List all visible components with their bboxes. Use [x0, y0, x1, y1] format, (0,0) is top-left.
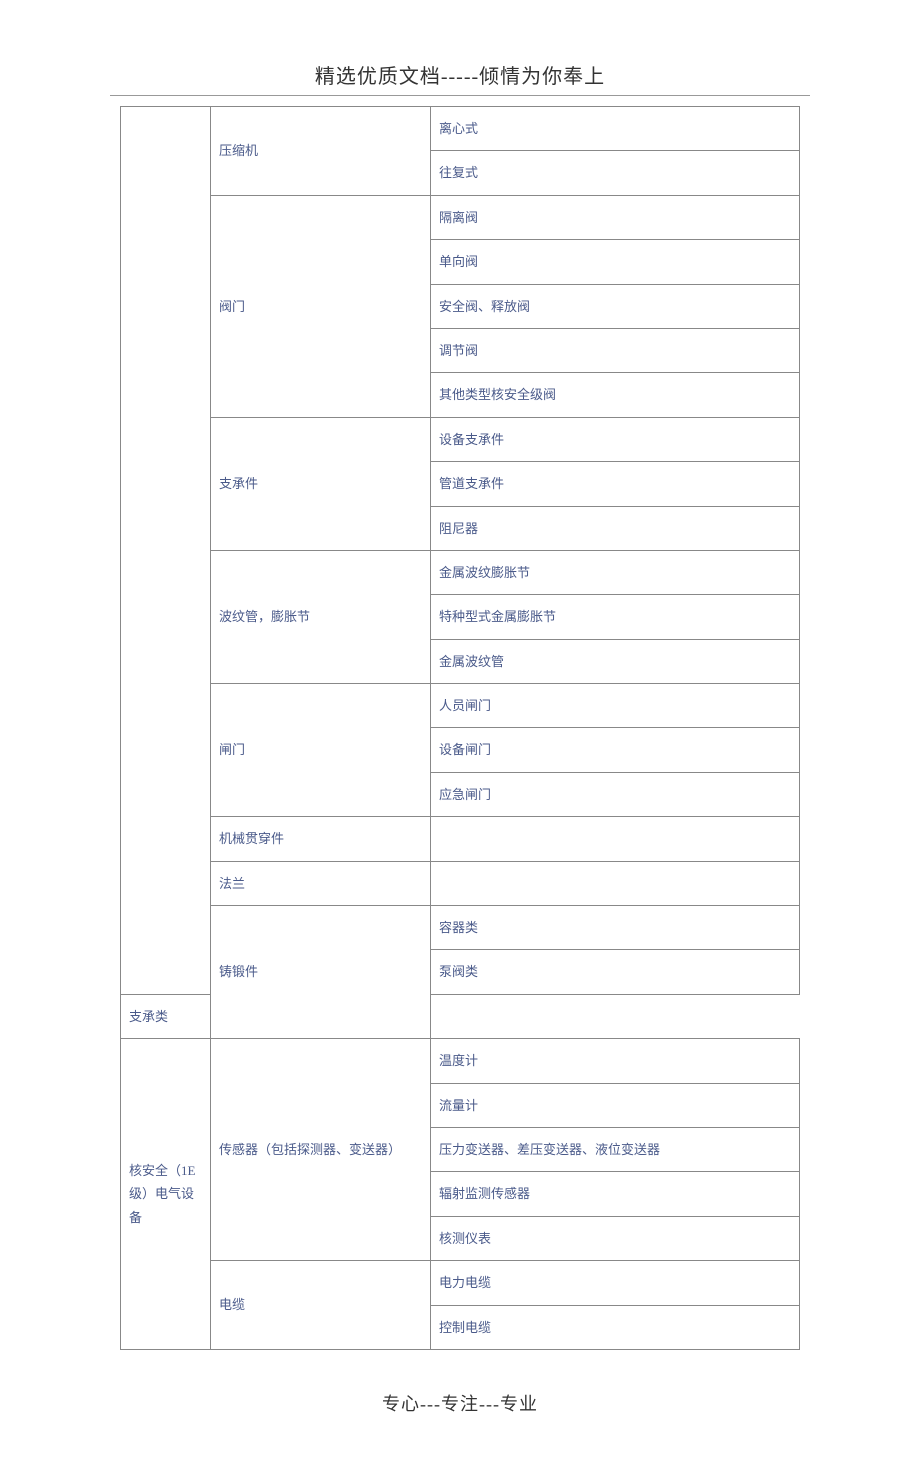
item-cell: 控制电缆	[431, 1305, 800, 1349]
item-cell: 应急闸门	[431, 772, 800, 816]
item-cell: 核测仪表	[431, 1216, 800, 1260]
item-cell: 辐射监测传感器	[431, 1172, 800, 1216]
item-cell: 设备支承件	[431, 417, 800, 461]
category-cell	[121, 107, 211, 995]
item-cell	[431, 817, 800, 861]
header-divider	[110, 95, 810, 96]
table-row: 电缆电力电缆	[121, 1261, 800, 1305]
item-cell: 其他类型核安全级阀	[431, 373, 800, 417]
table-row: 波纹管，膨胀节金属波纹膨胀节	[121, 550, 800, 594]
item-cell: 隔离阀	[431, 195, 800, 239]
table-row: 压缩机离心式	[121, 107, 800, 151]
table-row: 铸锻件容器类	[121, 906, 800, 950]
subcategory-cell: 压缩机	[211, 107, 431, 196]
page-header: 精选优质文档-----倾情为你奉上	[120, 60, 800, 89]
table-row: 阀门隔离阀	[121, 195, 800, 239]
item-cell: 往复式	[431, 151, 800, 195]
table-row: 核安全（1E 级）电气设备传感器（包括探测器、变送器）温度计	[121, 1039, 800, 1083]
item-cell: 人员闸门	[431, 684, 800, 728]
item-cell: 支承类	[121, 994, 211, 1038]
table-row: 闸门人员闸门	[121, 684, 800, 728]
item-cell: 设备闸门	[431, 728, 800, 772]
item-cell	[431, 861, 800, 905]
subcategory-cell: 电缆	[211, 1261, 431, 1350]
subcategory-cell: 阀门	[211, 195, 431, 417]
page-footer: 专心---专注---专业	[120, 1390, 800, 1416]
item-cell: 压力变送器、差压变送器、液位变送器	[431, 1127, 800, 1171]
item-cell: 阻尼器	[431, 506, 800, 550]
subcategory-cell: 波纹管，膨胀节	[211, 550, 431, 683]
item-cell: 泵阀类	[431, 950, 800, 994]
table-row: 法兰	[121, 861, 800, 905]
item-cell: 容器类	[431, 906, 800, 950]
item-cell: 调节阀	[431, 328, 800, 372]
item-cell: 金属波纹膨胀节	[431, 550, 800, 594]
item-cell: 特种型式金属膨胀节	[431, 595, 800, 639]
subcategory-cell: 法兰	[211, 861, 431, 905]
subcategory-cell: 机械贯穿件	[211, 817, 431, 861]
table-row: 机械贯穿件	[121, 817, 800, 861]
item-cell: 离心式	[431, 107, 800, 151]
item-cell: 金属波纹管	[431, 639, 800, 683]
item-cell: 电力电缆	[431, 1261, 800, 1305]
item-cell: 流量计	[431, 1083, 800, 1127]
item-cell: 安全阀、释放阀	[431, 284, 800, 328]
item-cell: 管道支承件	[431, 462, 800, 506]
item-cell: 单向阀	[431, 240, 800, 284]
subcategory-cell: 传感器（包括探测器、变送器）	[211, 1039, 431, 1261]
classification-table: 压缩机离心式往复式阀门隔离阀单向阀安全阀、释放阀调节阀其他类型核安全级阀支承件设…	[120, 106, 800, 1350]
subcategory-cell: 铸锻件	[211, 906, 431, 1039]
subcategory-cell: 支承件	[211, 417, 431, 550]
category-cell: 核安全（1E 级）电气设备	[121, 1039, 211, 1350]
subcategory-cell: 闸门	[211, 684, 431, 817]
table-row: 支承件设备支承件	[121, 417, 800, 461]
item-cell: 温度计	[431, 1039, 800, 1083]
